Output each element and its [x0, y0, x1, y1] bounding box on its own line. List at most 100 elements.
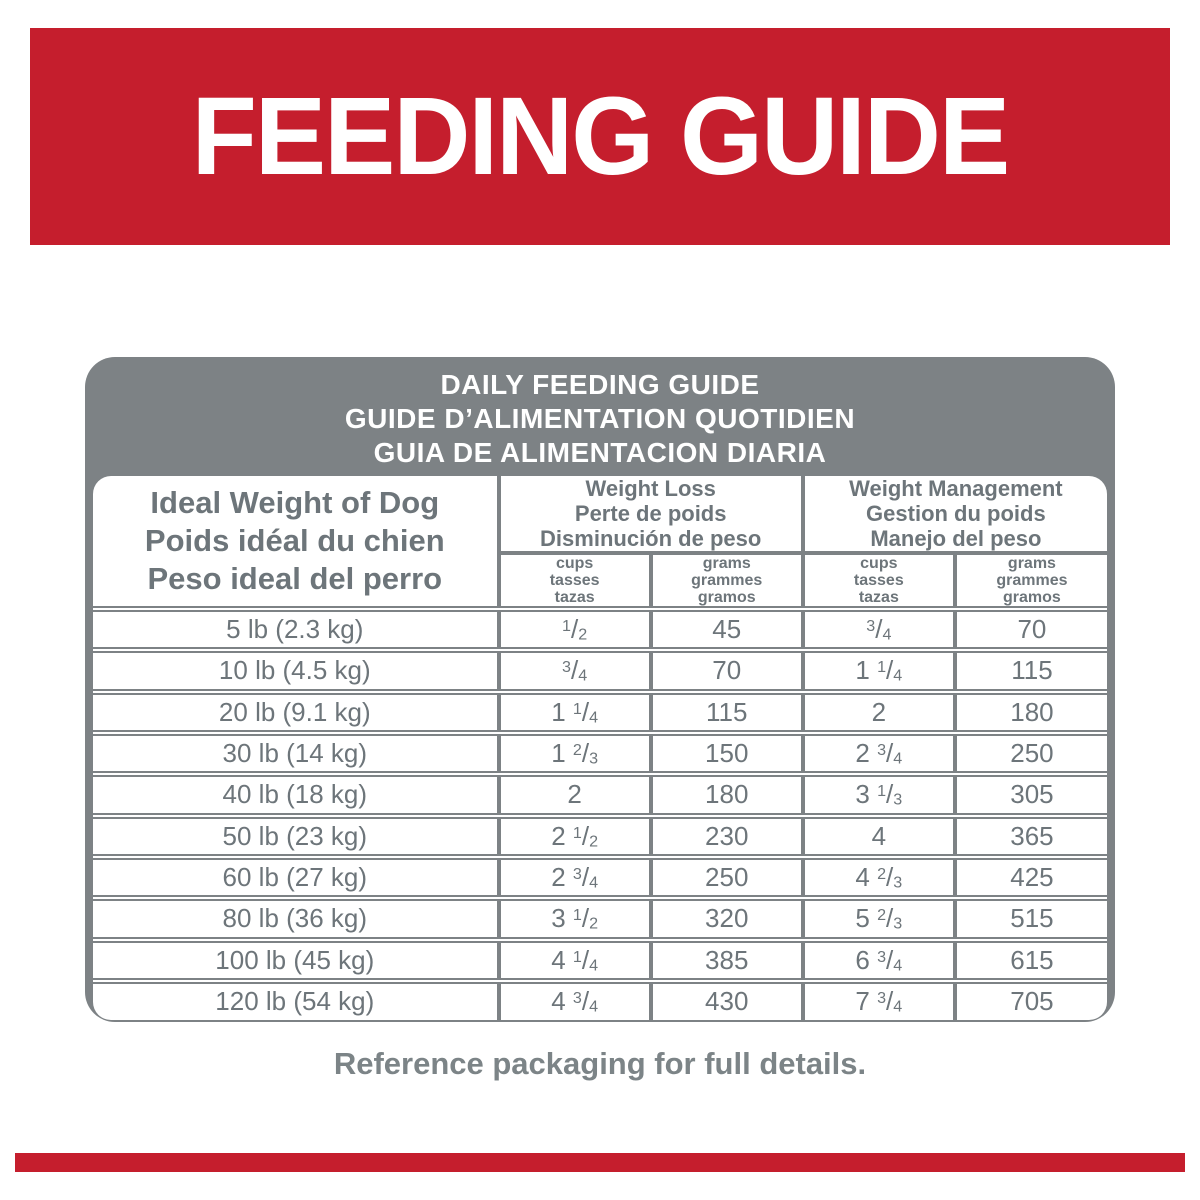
- weight-loss-grams-cell: 430: [648, 977, 803, 1020]
- dog-weight-cell: 20 lb (9.1 kg): [93, 688, 499, 733]
- weight-loss-cups-cell: 4 1/4: [496, 936, 651, 981]
- weight-loss-cups-cell: 2: [496, 771, 651, 816]
- reference-note: Reference packaging for full details.: [333, 1046, 867, 1081]
- weight-loss-grams-cell: 250: [648, 853, 803, 899]
- ideal-weight-line-fr: Poids idéal du chien: [144, 523, 445, 558]
- table-row: 60 lb (27 kg) 2 3/4 250 4 2/3 425: [93, 853, 1107, 899]
- weight-mgmt-cups-cell: 3/4: [800, 605, 955, 651]
- dog-weight-cell: 5 lb (2.3 kg): [93, 605, 499, 651]
- weight-loss-grams-cell: 320: [648, 895, 803, 940]
- weight-loss-cups-cell: 4 3/4: [496, 977, 651, 1020]
- unit-grams-en: grams: [702, 555, 751, 572]
- weight-loss-grams-cell: 150: [648, 729, 803, 775]
- card-title-line-es: GUIA DE ALIMENTACION DIARIA: [373, 437, 827, 468]
- dog-weight-cell: 10 lb (4.5 kg): [93, 647, 499, 692]
- table-row: 40 lb (18 kg) 2 180 3 1/3 305: [93, 771, 1107, 816]
- weight-loss-grams-cell: 70: [648, 647, 803, 692]
- table-row: 10 lb (4.5 kg) 3/4 70 1 1/4 115: [93, 647, 1107, 692]
- weight-mgmt-cups-header: cups tasses tazas: [800, 551, 955, 609]
- table-row: 5 lb (2.3 kg) 1/2 45 3/4 70: [93, 605, 1107, 651]
- weight-mgmt-cups-cell: 1 1/4: [800, 647, 955, 692]
- weight-loss-cups-header: cups tasses tazas: [496, 551, 651, 609]
- weight-mgmt-grams-cell: 515: [952, 895, 1107, 940]
- table-row: 120 lb (54 kg) 4 3/4 430 7 3/4 705: [93, 977, 1107, 1020]
- weight-mgmt-line-es: Manejo del peso: [870, 526, 1042, 551]
- weight-loss-line-es: Disminución de peso: [540, 526, 762, 551]
- group-header-row: Ideal Weight of Dog Poids idéal du chien…: [93, 476, 1107, 596]
- weight-mgmt-cups-cell: 3 1/3: [800, 771, 955, 816]
- weight-mgmt-line-en: Weight Management: [849, 476, 1063, 501]
- table-row: 50 lb (23 kg) 2 1/2 230 4 365: [93, 812, 1107, 857]
- card-title: DAILY FEEDING GUIDE GUIDE D’ALIMENTATION…: [93, 368, 1107, 470]
- weight-mgmt-cups-cell: 4: [800, 812, 955, 857]
- weight-loss-grams-cell: 180: [648, 771, 803, 816]
- weight-mgmt-grams-cell: 705: [952, 977, 1107, 1020]
- feeding-table-container: Ideal Weight of Dog Poids idéal du chien…: [93, 476, 1107, 1020]
- weight-mgmt-cups-cell: 2: [800, 688, 955, 733]
- weight-loss-grams-cell: 115: [648, 688, 803, 733]
- weight-mgmt-grams-cell: 180: [952, 688, 1107, 733]
- unit-grams-es: gramos: [697, 589, 756, 606]
- weight-loss-line-en: Weight Loss: [585, 476, 716, 501]
- weight-mgmt-grams-cell: 425: [952, 853, 1107, 899]
- ideal-weight-line-en: Ideal Weight of Dog: [150, 485, 440, 520]
- unit-cups-en: cups: [555, 555, 594, 572]
- unit-grams-fr: grammes: [996, 572, 1068, 589]
- weight-mgmt-grams-cell: 250: [952, 729, 1107, 775]
- weight-loss-cups-cell: 1/2: [496, 605, 651, 651]
- dog-weight-cell: 120 lb (54 kg): [93, 977, 499, 1020]
- unit-grams-en: grams: [1007, 555, 1056, 572]
- card-title-line-fr: GUIDE D’ALIMENTATION QUOTIDIEN: [344, 403, 856, 434]
- dog-weight-cell: 30 lb (14 kg): [93, 729, 499, 775]
- weight-mgmt-cups-cell: 7 3/4: [800, 977, 955, 1020]
- unit-header-row: cups tasses tazas grams grammes gramos c…: [93, 551, 1107, 609]
- table-row: 100 lb (45 kg) 4 1/4 385 6 3/4 615: [93, 936, 1107, 981]
- weight-mgmt-grams-cell: 365: [952, 812, 1107, 857]
- feeding-table: Ideal Weight of Dog Poids idéal du chien…: [93, 476, 1107, 1020]
- unit-cups-es: tazas: [554, 589, 595, 606]
- daily-feeding-guide-card: DAILY FEEDING GUIDE GUIDE D’ALIMENTATION…: [85, 357, 1115, 1022]
- weight-mgmt-cups-cell: 2 3/4: [800, 729, 955, 775]
- weight-mgmt-line-fr: Gestion du poids: [866, 501, 1046, 526]
- bottom-red-strip: [15, 1153, 1185, 1172]
- banner-title: FEEDING GUIDE: [191, 75, 1011, 198]
- weight-loss-grams-cell: 385: [648, 936, 803, 981]
- weight-mgmt-cups-cell: 4 2/3: [800, 853, 955, 899]
- dog-weight-cell: 60 lb (27 kg): [93, 853, 499, 899]
- weight-loss-cups-cell: 3/4: [496, 647, 651, 692]
- weight-mgmt-cups-cell: 6 3/4: [800, 936, 955, 981]
- weight-loss-grams-cell: 230: [648, 812, 803, 857]
- table-row: 20 lb (9.1 kg) 1 1/4 115 2 180: [93, 688, 1107, 733]
- unit-grams-fr: grammes: [691, 572, 763, 589]
- weight-loss-cups-cell: 2 1/2: [496, 812, 651, 857]
- weight-mgmt-grams-cell: 615: [952, 936, 1107, 981]
- table-row: 80 lb (36 kg) 3 1/2 320 5 2/3 515: [93, 895, 1107, 940]
- weight-loss-header: Weight Loss Perte de poids Disminución d…: [496, 476, 803, 553]
- weight-mgmt-grams-cell: 305: [952, 771, 1107, 816]
- weight-mgmt-grams-cell: 70: [952, 605, 1107, 651]
- unit-cups-fr: tasses: [549, 572, 600, 589]
- card-title-line-en: DAILY FEEDING GUIDE: [440, 369, 760, 400]
- weight-loss-cups-cell: 2 3/4: [496, 853, 651, 899]
- weight-loss-line-fr: Perte de poids: [574, 501, 727, 526]
- weight-loss-cups-cell: 3 1/2: [496, 895, 651, 940]
- weight-mgmt-grams-cell: 115: [952, 647, 1107, 692]
- dog-weight-cell: 100 lb (45 kg): [93, 936, 499, 981]
- weight-management-header: Weight Management Gestion du poids Manej…: [800, 476, 1107, 553]
- unit-grams-es: gramos: [1003, 589, 1061, 606]
- weight-loss-cups-cell: 1 1/4: [496, 688, 651, 733]
- unit-cups-en: cups: [860, 555, 898, 572]
- dog-weight-cell: 80 lb (36 kg): [93, 895, 499, 940]
- ideal-weight-header: Ideal Weight of Dog Poids idéal du chien…: [93, 476, 499, 609]
- weight-loss-grams-cell: 45: [648, 605, 803, 651]
- weight-mgmt-grams-header: grams grammes gramos: [952, 551, 1107, 609]
- feeding-guide-banner: FEEDING GUIDE: [30, 28, 1170, 245]
- weight-loss-grams-header: grams grammes gramos: [648, 551, 803, 609]
- dog-weight-cell: 40 lb (18 kg): [93, 771, 499, 816]
- unit-cups-es: tazas: [858, 589, 899, 606]
- weight-mgmt-cups-cell: 5 2/3: [800, 895, 955, 940]
- table-row: 30 lb (14 kg) 1 2/3 150 2 3/4 250: [93, 729, 1107, 775]
- weight-loss-cups-cell: 1 2/3: [496, 729, 651, 775]
- dog-weight-cell: 50 lb (23 kg): [93, 812, 499, 857]
